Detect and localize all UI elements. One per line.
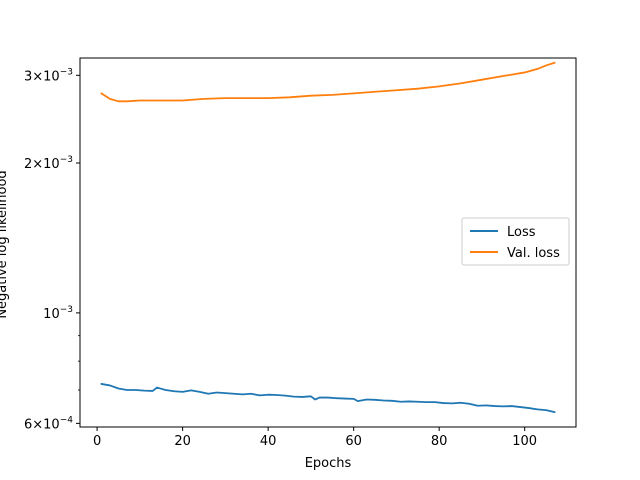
series-line-loss [100,383,556,414]
x-tick-label: 80 [431,434,448,449]
x-axis-label: Epochs [305,456,352,471]
legend: Loss Val. loss [461,217,570,266]
x-tick-label: 60 [345,434,362,449]
series-line-val-loss [100,61,556,103]
plot-lines [100,61,556,414]
legend-label-loss: Loss [507,225,536,240]
x-tick-label: 100 [512,434,537,449]
y-tick-label: 3×10−3 [24,67,73,84]
x-tick-label: 40 [260,434,277,449]
y-tick-label: 6×10−4 [24,415,73,432]
legend-box [461,217,570,266]
y-axis-label: Negative log likelihood [0,170,10,318]
x-tick-label: 0 [93,434,101,449]
y-axis: 6×10−4 10−3 2×10−3 3×10−3 [24,67,80,432]
legend-label-val-loss: Val. loss [507,246,560,261]
y-tick-label: 10−3 [43,305,73,322]
y-tick-label: 2×10−3 [24,155,73,172]
x-axis: 0 20 40 60 80 100 [93,427,537,449]
plot-frame [79,57,577,428]
x-tick-label: 20 [174,434,191,449]
